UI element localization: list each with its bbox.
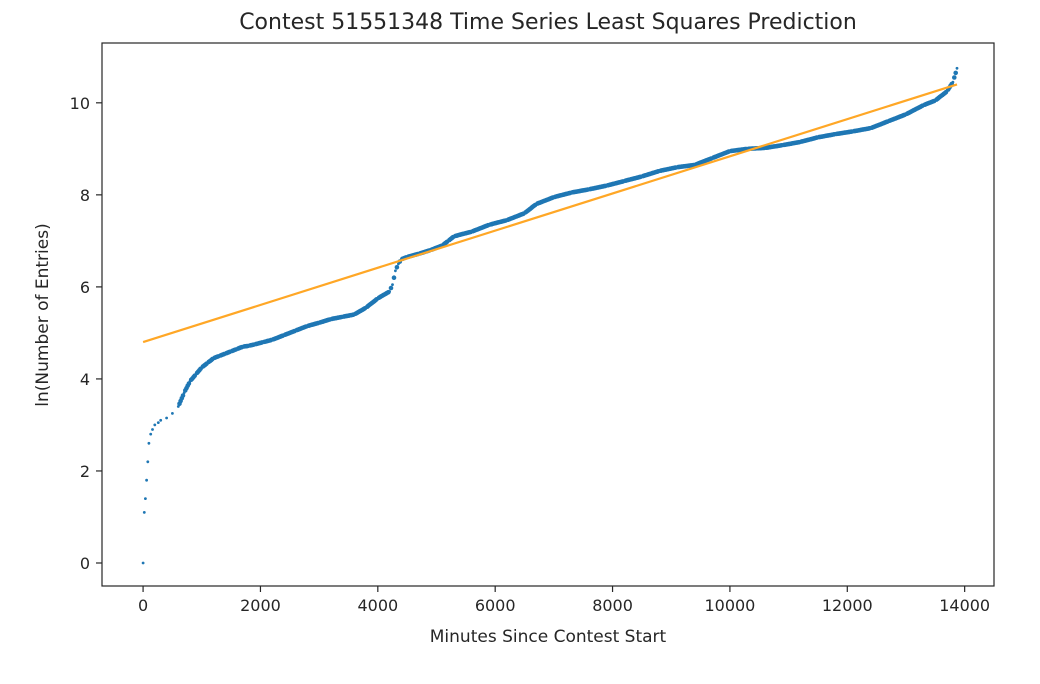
x-tick-label: 6000 <box>475 596 516 615</box>
data-point <box>171 412 174 415</box>
data-point <box>953 70 958 76</box>
data-point <box>394 265 400 270</box>
x-axis-label: Minutes Since Contest Start <box>430 627 667 647</box>
data-point <box>145 478 149 482</box>
data-point <box>141 561 145 565</box>
y-axis: 0 2 4 6 8 10 <box>70 94 102 573</box>
x-tick-label: 14000 <box>939 596 990 615</box>
data-point <box>180 393 186 398</box>
data-point <box>388 285 394 291</box>
data-point <box>142 511 146 514</box>
data-point <box>391 275 397 281</box>
x-tick-label: 12000 <box>822 596 873 615</box>
data-point <box>955 66 959 70</box>
fit-line <box>142 83 958 344</box>
data-point <box>153 423 157 427</box>
data-point <box>951 80 955 84</box>
y-tick-label: 10 <box>70 94 90 113</box>
data-point <box>147 441 151 445</box>
y-tick-label: 8 <box>80 186 90 205</box>
x-tick-label: 8000 <box>592 596 633 615</box>
data-point <box>952 75 957 80</box>
x-tick-label: 2000 <box>240 596 281 615</box>
chart-title: Contest 51551348 Time Series Least Squar… <box>239 10 857 35</box>
plot-frame <box>101 42 995 587</box>
data-point <box>159 418 163 422</box>
data-point <box>149 432 153 436</box>
y-tick-label: 0 <box>80 554 90 573</box>
x-tick-label: 0 <box>138 596 148 615</box>
data-point <box>146 460 150 464</box>
data-point <box>156 421 160 424</box>
y-axis-label: ln(Number of Entries) <box>33 223 53 406</box>
x-tick-label: 10000 <box>704 596 755 615</box>
data-point <box>165 416 169 420</box>
data-point <box>391 283 394 286</box>
plot-area <box>141 66 959 565</box>
x-tick-label: 4000 <box>357 596 398 615</box>
data-point <box>394 269 397 273</box>
data-point <box>144 497 147 500</box>
y-tick-label: 4 <box>80 370 90 389</box>
x-axis: 0 2000 4000 6000 8000 10000 12000 14000 <box>138 586 990 615</box>
data-point <box>388 290 391 293</box>
data-point <box>151 428 154 431</box>
y-tick-label: 2 <box>80 462 90 481</box>
y-tick-label: 6 <box>80 278 90 297</box>
